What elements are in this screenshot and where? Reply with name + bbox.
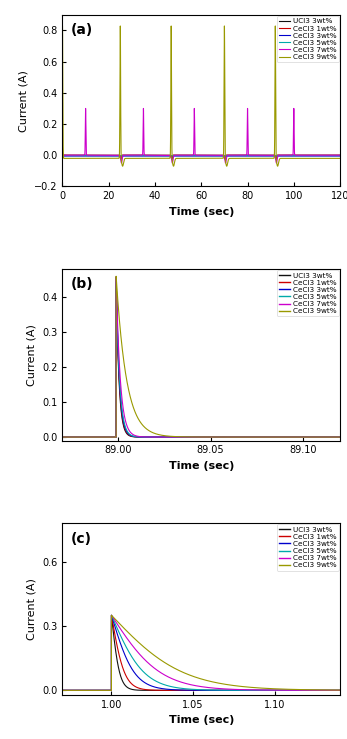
- CeCl3 3wt%: [206, 151, 210, 160]
- Line: CeCl3 1wt%: CeCl3 1wt%: [62, 155, 340, 158]
- CeCl3 3wt%: [126, 151, 130, 160]
- CeCl3 9wt%: [128, 154, 133, 163]
- CeCl3 5wt%: [338, 151, 342, 160]
- CeCl3 7wt%: [206, 151, 210, 160]
- Line: CeCl3 9wt%: CeCl3 9wt%: [62, 26, 340, 166]
- CeCl3 9wt%: [338, 154, 342, 163]
- Line: CeCl3 7wt%: CeCl3 7wt%: [62, 109, 340, 163]
- CeCl3 1wt%: [126, 151, 130, 160]
- CeCl3 9wt%: [60, 21, 65, 30]
- CeCl3 7wt%: [128, 151, 133, 160]
- Y-axis label: Current (A): Current (A): [27, 578, 37, 640]
- CeCl3 9wt%: [222, 21, 227, 30]
- X-axis label: Time (sec): Time (sec): [169, 207, 234, 217]
- UCl3 3wt%: [206, 151, 210, 160]
- Y-axis label: Current (A): Current (A): [27, 324, 37, 386]
- Legend: UCl3 3wt%, CeCl3 1wt%, CeCl3 3wt%, CeCl3 5wt%, CeCl3 7wt%, CeCl3 9wt%: UCl3 3wt%, CeCl3 1wt%, CeCl3 3wt%, CeCl3…: [277, 16, 339, 62]
- CeCl3 7wt%: [60, 151, 65, 160]
- CeCl3 5wt%: [60, 151, 65, 160]
- CeCl3 7wt%: [222, 152, 227, 161]
- UCl3 3wt%: [119, 154, 123, 163]
- CeCl3 1wt%: [128, 151, 133, 160]
- UCl3 3wt%: [222, 152, 227, 161]
- CeCl3 7wt%: [119, 159, 124, 168]
- CeCl3 5wt%: [206, 151, 210, 160]
- CeCl3 1wt%: [60, 151, 65, 160]
- CeCl3 9wt%: [231, 154, 236, 163]
- CeCl3 9wt%: [206, 154, 210, 163]
- UCl3 3wt%: [128, 151, 133, 160]
- CeCl3 3wt%: [231, 151, 236, 160]
- CeCl3 5wt%: [128, 151, 133, 160]
- CeCl3 1wt%: [338, 151, 342, 160]
- CeCl3 1wt%: [138, 151, 143, 160]
- UCl3 3wt%: [231, 151, 236, 160]
- X-axis label: Time (sec): Time (sec): [169, 715, 234, 725]
- CeCl3 9wt%: [138, 154, 143, 163]
- CeCl3 5wt%: [231, 151, 236, 160]
- UCl3 3wt%: [338, 151, 342, 160]
- UCl3 3wt%: [126, 151, 130, 160]
- Legend: UCl3 3wt%, CeCl3 1wt%, CeCl3 3wt%, CeCl3 5wt%, CeCl3 7wt%, CeCl3 9wt%: UCl3 3wt%, CeCl3 1wt%, CeCl3 3wt%, CeCl3…: [277, 525, 339, 571]
- CeCl3 7wt%: [84, 104, 88, 113]
- Line: UCl3 3wt%: UCl3 3wt%: [62, 155, 340, 159]
- Text: (c): (c): [71, 531, 92, 545]
- UCl3 3wt%: [138, 151, 143, 160]
- CeCl3 9wt%: [126, 154, 130, 163]
- CeCl3 5wt%: [126, 151, 130, 160]
- CeCl3 1wt%: [231, 151, 236, 160]
- CeCl3 7wt%: [126, 151, 130, 160]
- CeCl3 9wt%: [120, 162, 125, 171]
- UCl3 3wt%: [60, 151, 65, 160]
- CeCl3 3wt%: [128, 151, 133, 160]
- CeCl3 3wt%: [338, 151, 342, 160]
- CeCl3 3wt%: [222, 151, 227, 160]
- Text: (b): (b): [71, 277, 93, 291]
- CeCl3 5wt%: [222, 151, 227, 160]
- X-axis label: Time (sec): Time (sec): [169, 461, 234, 471]
- CeCl3 7wt%: [338, 151, 342, 160]
- Legend: UCl3 3wt%, CeCl3 1wt%, CeCl3 3wt%, CeCl3 5wt%, CeCl3 7wt%, CeCl3 9wt%: UCl3 3wt%, CeCl3 1wt%, CeCl3 3wt%, CeCl3…: [277, 270, 339, 316]
- Text: (a): (a): [71, 24, 93, 38]
- CeCl3 1wt%: [206, 151, 210, 160]
- CeCl3 7wt%: [138, 151, 143, 160]
- CeCl3 3wt%: [138, 151, 143, 160]
- CeCl3 1wt%: [222, 152, 227, 161]
- CeCl3 1wt%: [119, 154, 123, 163]
- Y-axis label: Current (A): Current (A): [18, 69, 28, 132]
- CeCl3 3wt%: [60, 151, 65, 160]
- CeCl3 7wt%: [231, 151, 236, 160]
- CeCl3 5wt%: [138, 151, 143, 160]
